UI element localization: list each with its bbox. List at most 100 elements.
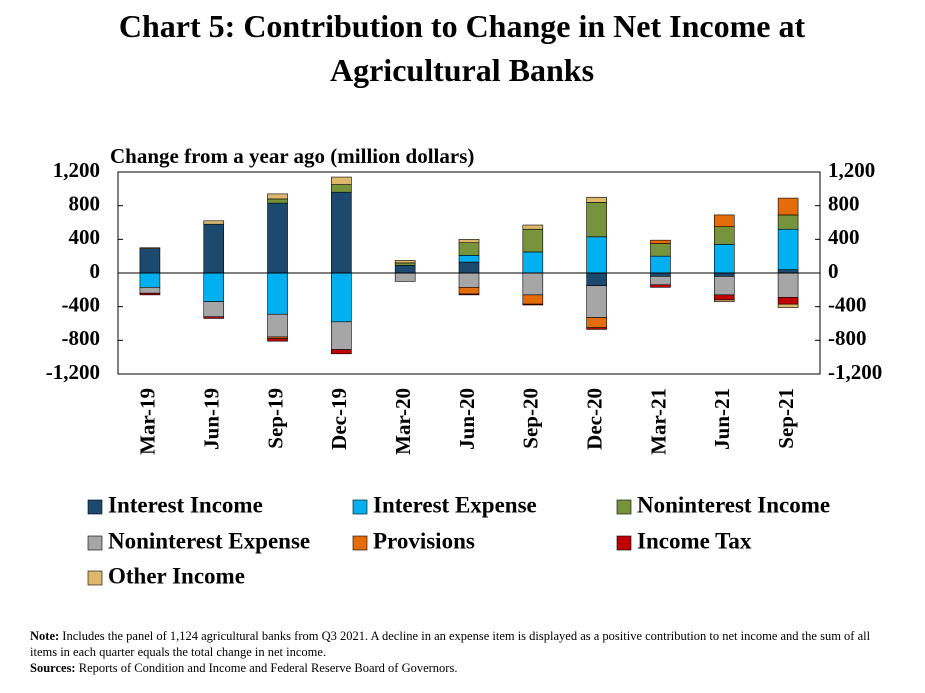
legend-label: Noninterest Expense — [108, 528, 310, 553]
y-tick-label: 1,200 — [53, 158, 100, 182]
bar-segment — [713, 244, 735, 274]
bar-segment — [522, 228, 544, 253]
y2-tick-label: 800 — [828, 191, 860, 215]
bar-segment — [267, 338, 288, 342]
bar-segment — [394, 265, 416, 274]
x-tick-label: Sep-20 — [519, 388, 543, 449]
legend-swatch — [87, 499, 103, 515]
y2-tick-label: -800 — [828, 326, 867, 350]
legend-swatch — [616, 499, 632, 515]
bar-segment — [586, 202, 607, 238]
bar-segment — [267, 193, 288, 200]
y-tick-label: -1,200 — [46, 360, 100, 384]
bar-segment — [586, 196, 607, 203]
x-tick-label: Mar-20 — [391, 388, 415, 455]
chart-title-line: Chart 5: Contribution to Change in Net I… — [119, 8, 806, 88]
bar-segment — [458, 261, 480, 274]
sources-text: Reports of Condition and Income and Fede… — [78, 661, 458, 675]
bar-segment — [331, 321, 352, 350]
legend-label: Other Income — [108, 563, 245, 588]
bar-segment — [586, 272, 607, 286]
bar-segment — [777, 269, 799, 274]
bar-segment — [331, 191, 352, 274]
y-tick-label: 0 — [90, 259, 101, 283]
bar-segment — [267, 198, 288, 204]
bar-segment — [586, 236, 607, 274]
note-label: Note: — [30, 629, 60, 643]
bar-segment — [331, 349, 352, 355]
bar-segment — [139, 247, 161, 249]
legend-label: Income Tax — [637, 528, 752, 553]
legend-swatch — [87, 570, 103, 586]
bar-segment — [139, 272, 161, 288]
bar-segment — [522, 294, 544, 305]
bar-segment — [777, 297, 799, 305]
bar-segment — [713, 299, 735, 302]
bar-segment — [203, 223, 225, 274]
bar-segment — [331, 184, 352, 193]
note-text: Includes the panel of 1,124 agricultural… — [30, 629, 871, 659]
bar-segment — [458, 255, 480, 263]
bar-segment — [203, 272, 225, 302]
bar-segment — [777, 228, 799, 270]
y2-tick-label: -400 — [828, 292, 867, 316]
x-tick-label: Jun-20 — [455, 388, 479, 450]
bar-segment — [394, 260, 416, 264]
legend-swatch — [87, 535, 103, 551]
x-tick-label: Sep-19 — [263, 388, 287, 449]
bar-segment — [586, 317, 607, 329]
bar-segment — [458, 293, 480, 296]
bar-segment — [458, 239, 480, 243]
bar-segment — [650, 276, 671, 286]
bar-segment — [777, 214, 799, 230]
sources: Sources: Reports of Condition and Income… — [30, 660, 900, 676]
y2-tick-label: -1,200 — [828, 360, 882, 384]
x-tick-label: Mar-21 — [646, 388, 670, 455]
bar-segment — [777, 303, 799, 308]
bar-segment — [331, 272, 352, 323]
legend-label: Interest Expense — [373, 492, 537, 517]
bar-segment — [203, 316, 225, 319]
bar-segment — [522, 251, 544, 274]
bar-segment — [203, 301, 225, 318]
x-tick-label: Mar-19 — [136, 388, 160, 455]
bar-segment — [713, 214, 735, 228]
bar-segment — [458, 287, 480, 295]
bar-segment — [522, 303, 544, 306]
bar-segment — [139, 287, 161, 294]
bar-segment — [267, 272, 288, 315]
bar-segment — [267, 313, 288, 338]
legend-label: Provisions — [373, 528, 475, 553]
y2-tick-label: 400 — [828, 225, 860, 249]
bar-segment — [203, 220, 225, 225]
bar-segment — [650, 272, 671, 277]
bar-segment — [458, 242, 480, 256]
bar-segment — [522, 272, 544, 296]
bar-segment — [650, 284, 671, 288]
bar-segment — [713, 272, 735, 277]
bar-segment — [650, 255, 671, 274]
notes: Note: Includes the panel of 1,124 agricu… — [30, 628, 900, 676]
bar-segment — [522, 224, 544, 230]
bar-segment — [713, 294, 735, 301]
bar-segment — [650, 239, 671, 244]
y2-tick-label: 0 — [828, 259, 839, 283]
sources-label: Sources: — [30, 661, 76, 675]
legend-swatch — [352, 499, 368, 515]
bar-segment — [713, 276, 735, 296]
legend-label: Noninterest Income — [637, 492, 830, 517]
bar-segment — [394, 272, 416, 282]
legend-swatch — [352, 535, 368, 551]
x-tick-label: Jun-19 — [200, 388, 224, 450]
bar-segment — [650, 243, 671, 257]
bar-segment — [777, 272, 799, 298]
bar-segment — [394, 262, 416, 266]
bar-segment — [586, 285, 607, 318]
bar-segment — [331, 176, 352, 185]
bar-segment — [139, 248, 161, 274]
legend-swatch — [616, 535, 632, 551]
y-axis-label: Change from a year ago (million dollars) — [110, 144, 474, 168]
x-tick-label: Sep-21 — [774, 388, 798, 449]
y-tick-label: -800 — [62, 326, 101, 350]
